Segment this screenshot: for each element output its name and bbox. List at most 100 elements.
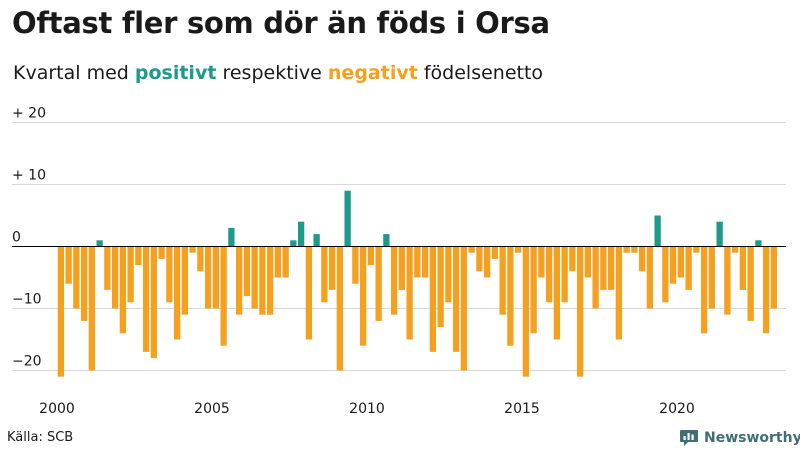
bar bbox=[693, 246, 700, 253]
bar bbox=[514, 246, 522, 253]
bar bbox=[383, 234, 390, 247]
bar bbox=[576, 246, 584, 377]
bar bbox=[251, 246, 258, 309]
bar bbox=[468, 246, 475, 253]
bar bbox=[142, 246, 150, 352]
bar bbox=[375, 246, 382, 321]
bar bbox=[569, 246, 576, 272]
bar bbox=[545, 246, 553, 303]
bar bbox=[166, 246, 173, 303]
bar bbox=[274, 246, 282, 278]
bar bbox=[708, 246, 716, 309]
bar bbox=[73, 246, 80, 309]
bar bbox=[600, 246, 607, 290]
bar bbox=[297, 221, 305, 247]
bar bbox=[282, 246, 289, 278]
bar bbox=[429, 246, 437, 352]
bar bbox=[460, 246, 468, 371]
bar bbox=[344, 190, 351, 247]
y-tick-label: −20 bbox=[12, 354, 42, 370]
bar bbox=[336, 246, 344, 371]
bar bbox=[111, 246, 119, 309]
x-tick-label: 2005 bbox=[194, 401, 230, 417]
bar bbox=[228, 227, 235, 247]
bar bbox=[631, 246, 638, 253]
bar bbox=[243, 246, 251, 297]
bar bbox=[538, 246, 545, 278]
subtitle-middle: respektive bbox=[216, 62, 328, 84]
bar bbox=[173, 246, 181, 340]
bar bbox=[321, 246, 328, 303]
bar bbox=[150, 246, 158, 359]
bar bbox=[367, 246, 375, 266]
bar bbox=[731, 246, 739, 253]
bar bbox=[724, 246, 731, 315]
bar bbox=[592, 246, 599, 309]
bar bbox=[770, 246, 778, 309]
bar bbox=[669, 246, 677, 284]
chart-title: Oftast fler som dör än föds i Orsa bbox=[12, 6, 550, 40]
bar bbox=[235, 246, 243, 315]
bar bbox=[584, 246, 592, 278]
bar bbox=[561, 246, 568, 303]
bar bbox=[65, 246, 72, 284]
bar bbox=[553, 246, 561, 340]
bar bbox=[197, 246, 204, 272]
bar bbox=[762, 246, 770, 334]
y-tick-label: + 10 bbox=[12, 168, 46, 184]
bar bbox=[755, 240, 762, 247]
bar bbox=[530, 246, 537, 334]
bar bbox=[352, 246, 359, 284]
bar bbox=[406, 246, 413, 340]
bar bbox=[623, 246, 630, 253]
bar bbox=[476, 246, 483, 272]
bar bbox=[80, 246, 88, 321]
bar bbox=[398, 246, 406, 290]
chart-subtitle: Kvartal med positivt respektive negativt… bbox=[13, 62, 543, 84]
bar bbox=[437, 246, 444, 328]
y-tick-label: 0 bbox=[12, 230, 21, 246]
bar bbox=[119, 246, 127, 334]
gridlines bbox=[12, 122, 786, 371]
bar bbox=[654, 215, 661, 247]
bar bbox=[522, 246, 530, 377]
y-tick-label: + 20 bbox=[12, 106, 46, 122]
bar bbox=[445, 246, 452, 303]
x-tick-label: 2000 bbox=[39, 401, 75, 417]
bar bbox=[491, 246, 499, 259]
bar bbox=[483, 246, 491, 278]
bar bbox=[313, 234, 320, 247]
brand-logo[interactable]: Newsworthy bbox=[679, 428, 800, 448]
bar bbox=[181, 246, 189, 315]
bar bbox=[290, 240, 297, 247]
bar bbox=[220, 246, 227, 346]
bar-chart-logo-icon bbox=[680, 430, 698, 446]
bar bbox=[700, 246, 708, 334]
bar bbox=[135, 246, 142, 266]
y-tick-label: −10 bbox=[12, 292, 42, 308]
bar bbox=[747, 246, 754, 321]
source-note: Källa: SCB bbox=[7, 430, 74, 445]
subtitle-prefix: Kvartal med bbox=[13, 62, 135, 84]
bar bbox=[677, 246, 685, 278]
bar bbox=[685, 246, 692, 290]
bar bbox=[328, 246, 336, 290]
bar bbox=[662, 246, 669, 303]
x-tick-label: 2015 bbox=[504, 401, 540, 417]
bar bbox=[57, 246, 65, 377]
bar bbox=[189, 246, 196, 253]
bar bbox=[638, 246, 646, 272]
bar bbox=[646, 246, 654, 309]
bar bbox=[390, 246, 398, 315]
bar bbox=[359, 246, 367, 346]
bar bbox=[452, 246, 460, 352]
bar bbox=[158, 246, 165, 259]
bar bbox=[607, 246, 615, 290]
bar bbox=[212, 246, 220, 309]
bar bbox=[96, 240, 103, 247]
bar bbox=[127, 246, 134, 303]
x-tick-label: 2020 bbox=[659, 401, 695, 417]
x-tick-label: 2010 bbox=[349, 401, 385, 417]
bar bbox=[615, 246, 623, 340]
bar bbox=[266, 246, 274, 315]
